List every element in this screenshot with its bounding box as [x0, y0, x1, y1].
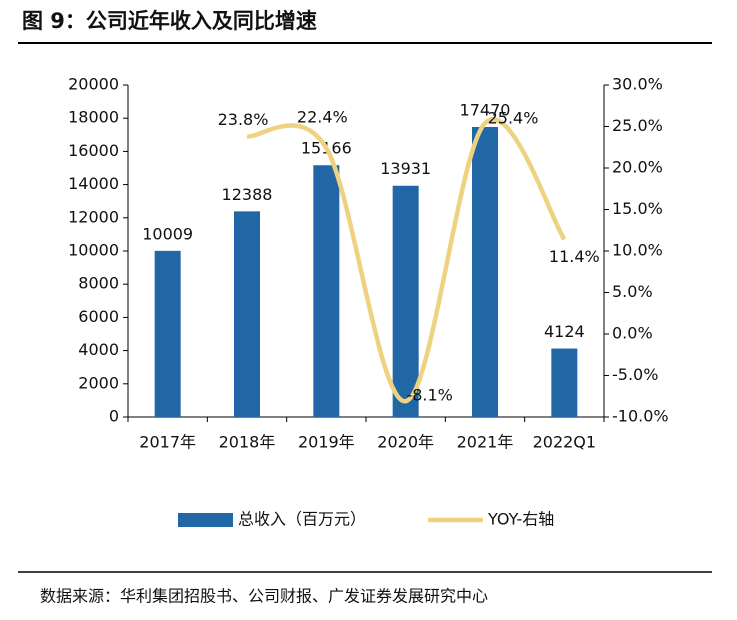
line-value-label: 11.4%: [549, 247, 600, 266]
bar: [154, 250, 181, 417]
x-tick-label: 2019年: [298, 433, 355, 452]
bar-value-label: 12388: [222, 185, 273, 204]
y-tick-label: 0: [109, 407, 119, 426]
bar-value-label: 17470: [460, 100, 511, 119]
chart-title: 图 9：公司近年收入及同比增速: [22, 9, 317, 33]
line-value-label: 23.8%: [218, 110, 269, 129]
y-tick-label: 10000: [68, 241, 119, 260]
bar: [234, 211, 260, 417]
y-tick-label: 20000: [68, 75, 119, 94]
y-tick-label: 2000: [78, 373, 119, 392]
line-value-label: 22.4%: [297, 108, 348, 127]
y2-tick-label: 20.0%: [612, 158, 663, 177]
y2-tick-label: 15.0%: [612, 199, 663, 218]
yoy-line: [246, 117, 567, 404]
x-tick-label: 2018年: [219, 433, 276, 452]
bar: [392, 185, 419, 417]
source: 数据来源：华利集团招股书、公司财报、广发证券发展研究中心: [40, 587, 488, 606]
y2-tick-label: -10.0%: [612, 407, 669, 426]
bar-value-label: 4124: [544, 322, 585, 341]
y-tick-label: 12000: [68, 207, 119, 226]
y-tick-label: 16000: [68, 141, 119, 160]
line-value-label: -8.1%: [406, 386, 452, 405]
y-tick-label: 14000: [68, 174, 119, 193]
bar: [472, 126, 498, 418]
legend-swatch: [178, 513, 233, 527]
y-tick-label: 6000: [78, 307, 119, 326]
line-value-label: 25.4%: [488, 109, 539, 128]
bar: [313, 165, 340, 417]
y2-tick-label: 30.0%: [612, 75, 663, 94]
y2-tick-label: 0.0%: [612, 324, 653, 343]
bar-value-label: 10009: [142, 224, 193, 243]
x-tick-label: 2022Q1: [533, 433, 597, 452]
y2-tick-label: -5.0%: [612, 365, 658, 384]
y-tick-label: 4000: [78, 340, 119, 359]
legend-label: 总收入（百万元）: [238, 510, 366, 529]
bar-value-label: 13931: [380, 159, 431, 178]
x-tick-label: 2017年: [139, 433, 196, 452]
bar: [551, 348, 578, 417]
y2-tick-label: 25.0%: [612, 116, 663, 135]
y2-tick-label: 10.0%: [612, 241, 663, 260]
y2-tick-label: 5.0%: [612, 282, 653, 301]
x-tick-label: 2021年: [457, 433, 514, 452]
x-tick-label: 2020年: [377, 433, 434, 452]
y-tick-label: 8000: [78, 274, 119, 293]
y-tick-label: 18000: [68, 108, 119, 127]
legend-label: YOY-右轴: [487, 510, 554, 529]
